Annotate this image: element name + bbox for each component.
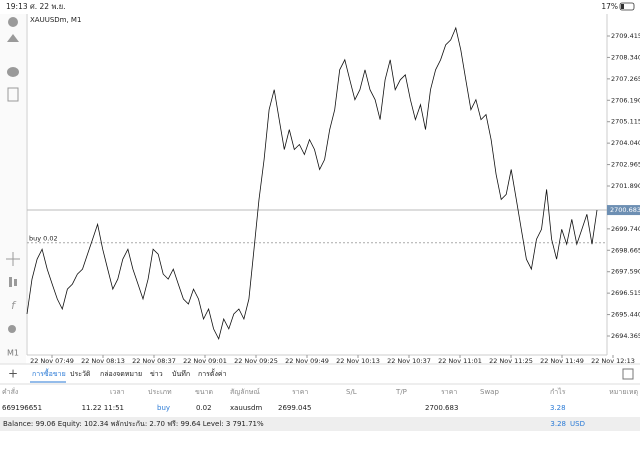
- column-header: หมายเหตุ: [609, 388, 638, 396]
- x-tick-label: 22 Nov 08:13: [81, 357, 125, 365]
- tab[interactable]: การตั้งค่า: [198, 367, 227, 378]
- footer-bar: [0, 417, 640, 431]
- y-tick-label: 2695.440: [611, 311, 640, 319]
- x-tick-label: 22 Nov 09:49: [285, 357, 329, 365]
- footer-profit: 3.28: [550, 420, 566, 428]
- cell-type: buy: [157, 404, 170, 412]
- price-line-series: [26, 26, 598, 341]
- y-tick-label: 2708.340: [611, 53, 640, 61]
- cell-volume: 0.02: [196, 404, 212, 412]
- x-tick-label: 22 Nov 11:25: [489, 357, 533, 365]
- x-tick-label: 22 Nov 11:49: [540, 357, 584, 365]
- y-tick-label: 2698.665: [611, 246, 640, 254]
- x-tick-label: 22 Nov 09:01: [183, 357, 227, 365]
- y-tick-label: 2701.890: [611, 182, 640, 190]
- x-tick-label: 22 Nov 11:01: [438, 357, 482, 365]
- y-tick-label: 2706.190: [611, 96, 640, 104]
- column-header: เวลา: [110, 388, 125, 396]
- column-header: กำไร: [550, 387, 566, 396]
- cell-profit: 3.28: [550, 404, 566, 412]
- column-header: S/L: [346, 388, 357, 396]
- svg-text:M1: M1: [7, 349, 19, 358]
- tab[interactable]: การซื้อขาย: [32, 367, 66, 378]
- y-tick-label: 2707.265: [611, 75, 640, 83]
- cell-order: 669196651: [2, 404, 42, 412]
- footer-currency: USD: [570, 420, 585, 428]
- column-header: สัญลักษณ์: [230, 388, 260, 396]
- column-header: ขนาด: [195, 388, 213, 396]
- x-tick-label: 22 Nov 07:49: [30, 357, 74, 365]
- order-label: buy 0.02: [29, 235, 58, 243]
- status-date: ศ. 22 พ.ย.: [30, 2, 66, 11]
- tab[interactable]: กล่องจดหมาย: [100, 370, 142, 378]
- x-tick-label: 22 Nov 10:37: [387, 357, 431, 365]
- x-tick-label: 22 Nov 10:13: [336, 357, 380, 365]
- column-header: Swap: [480, 388, 499, 396]
- footer-summary: Balance: 99.06 Equity: 102.34 พลักประกัน…: [3, 420, 264, 428]
- cell-open-price: 2699.045: [278, 404, 311, 412]
- column-header: ราคา: [292, 388, 308, 396]
- y-tick-label: 2696.515: [611, 289, 640, 297]
- y-tick-label: 2699.740: [611, 225, 640, 233]
- y-tick-label: 2709.415: [611, 32, 640, 40]
- tab[interactable]: บันทึก: [172, 369, 190, 378]
- chart-symbol: XAUUSDm, M1: [30, 16, 81, 24]
- toolbar-icons[interactable]: f M1: [6, 17, 20, 358]
- status-battery: 17%: [601, 2, 618, 11]
- status-time: 19:13: [6, 2, 28, 11]
- svg-text:+: +: [8, 367, 18, 381]
- x-tick-label: 22 Nov 09:25: [234, 357, 278, 365]
- cell-time: 11.22 11:51: [82, 404, 124, 412]
- cell-price: 2700.683: [425, 404, 458, 412]
- price-tag: [607, 205, 640, 216]
- x-tick-label: 22 Nov 12:13: [591, 357, 635, 365]
- y-tick-label: 2704.040: [611, 139, 640, 147]
- y-tick-label: 2697.590: [611, 268, 640, 276]
- column-header: คำสั่ง: [2, 387, 18, 396]
- current-price: 2700.683: [610, 206, 640, 214]
- column-header: ราคา: [441, 388, 457, 396]
- y-tick-label: 2694.365: [611, 332, 640, 340]
- y-tick-label: 2702.965: [611, 161, 640, 169]
- column-header: ประเภท: [148, 388, 172, 396]
- tab[interactable]: ประวัติ: [70, 370, 91, 378]
- x-tick-label: 22 Nov 08:37: [132, 357, 176, 365]
- svg-text:f: f: [11, 299, 17, 312]
- column-header: T/P: [395, 388, 407, 396]
- tab[interactable]: ข่าว: [150, 370, 163, 378]
- cell-symbol: xauusdm: [230, 404, 262, 412]
- y-tick-label: 2705.115: [611, 118, 640, 126]
